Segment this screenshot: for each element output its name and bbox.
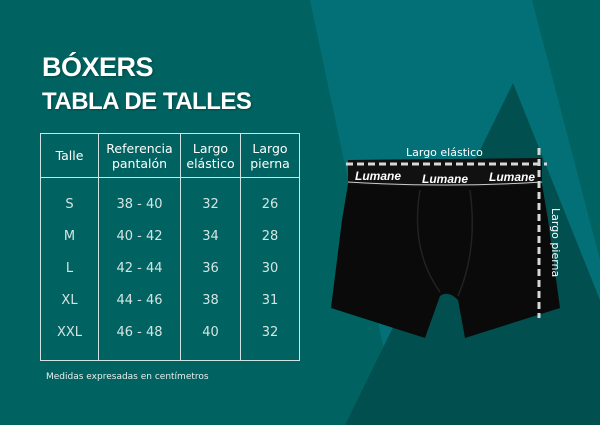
table-cell: 46 - 48	[98, 316, 181, 361]
table-cell: 42 - 44	[98, 252, 181, 284]
table-cell: 38 - 40	[98, 177, 181, 220]
column-header-line: Referencia	[106, 140, 173, 156]
table-cell: S	[40, 177, 99, 220]
table-cell: 31	[240, 284, 300, 316]
table-cell: 40	[180, 316, 241, 361]
column-header-line: Talle	[55, 148, 84, 163]
table-cell: 40 - 42	[98, 220, 181, 252]
column-header: Referencia pantalón	[98, 133, 181, 178]
page-subtitle: TABLA DE TALLES	[42, 88, 252, 115]
table-row: XXL 46 - 48 40 32	[40, 316, 300, 361]
column-header: Talle	[40, 133, 99, 178]
width-label: Largo elástico	[406, 146, 483, 159]
svg-text:Lumane: Lumane	[422, 172, 468, 186]
table-cell: 30	[240, 252, 300, 284]
column-header-line: Largo	[192, 140, 229, 156]
column-header-line: elástico	[186, 155, 235, 171]
column-header: Largo pierna	[240, 133, 300, 178]
table-cell: M	[40, 220, 99, 252]
column-header-line: pantalón	[111, 155, 168, 171]
table-cell: 28	[240, 220, 300, 252]
table-row: XL 44 - 46 38 31	[40, 284, 300, 316]
table-row: M 40 - 42 34 28	[40, 220, 300, 252]
table-row: S 38 - 40 32 26	[40, 177, 300, 220]
table-cell: L	[40, 252, 99, 284]
svg-text:Lumane: Lumane	[489, 170, 535, 184]
size-table: Talle Referencia pantalón Largo elástico Larg…	[40, 133, 300, 361]
table-cell: 34	[180, 220, 241, 252]
units-note: Medidas expresadas en centímetros	[46, 372, 209, 382]
table-row: L 42 - 44 36 30	[40, 252, 300, 284]
length-label: Largo pierna	[549, 208, 562, 278]
page-title: BÓXERS	[42, 52, 154, 82]
brand-logo: Lumane	[355, 169, 401, 183]
column-header-line: Largo	[252, 140, 288, 156]
boxer-body	[331, 184, 560, 338]
column-header-line: pierna	[250, 155, 290, 171]
table-cell: 26	[240, 177, 300, 220]
table-cell: 32	[240, 316, 300, 361]
table-cell: 44 - 46	[98, 284, 181, 316]
column-header: Largo elástico	[180, 133, 241, 178]
